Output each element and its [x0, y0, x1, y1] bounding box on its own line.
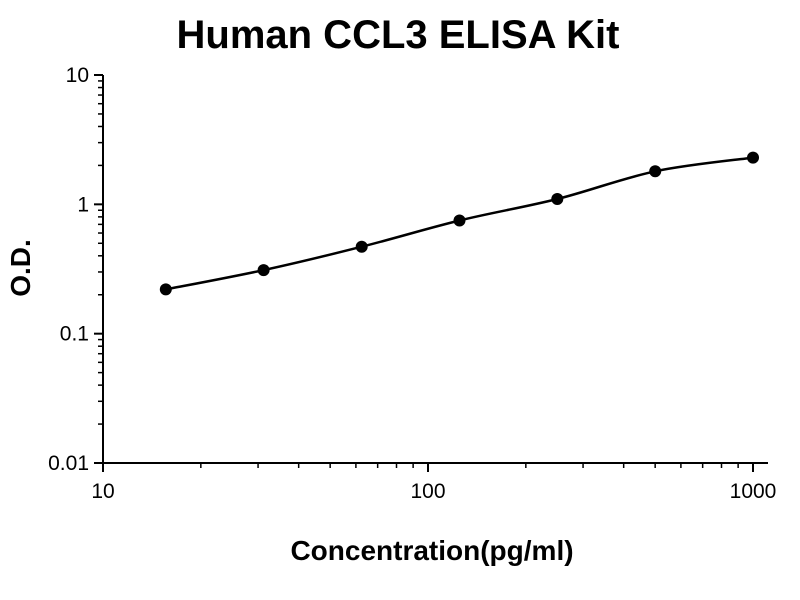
x-axis-label: Concentration(pg/ml) [290, 535, 573, 566]
data-point [747, 151, 759, 164]
y-tick-label: 10 [66, 64, 89, 87]
data-point [355, 240, 368, 253]
series-group [159, 151, 759, 296]
x-tick-label: 100 [410, 480, 445, 503]
data-point [453, 214, 466, 227]
data-point [649, 165, 662, 178]
data-point [159, 283, 172, 296]
y-axis-label: O.D. [5, 239, 36, 297]
x-tick-label: 1000 [730, 480, 777, 503]
data-point [257, 264, 270, 277]
data-point [551, 193, 564, 205]
y-tick-label: 0.01 [48, 452, 89, 475]
x-tick-label: 10 [91, 480, 114, 503]
chart-title: Human CCL3 ELISA Kit [177, 13, 620, 57]
axis-frame [102, 75, 768, 464]
y-tick-label: 0.1 [60, 323, 89, 346]
y-tick-label: 1 [77, 193, 89, 216]
